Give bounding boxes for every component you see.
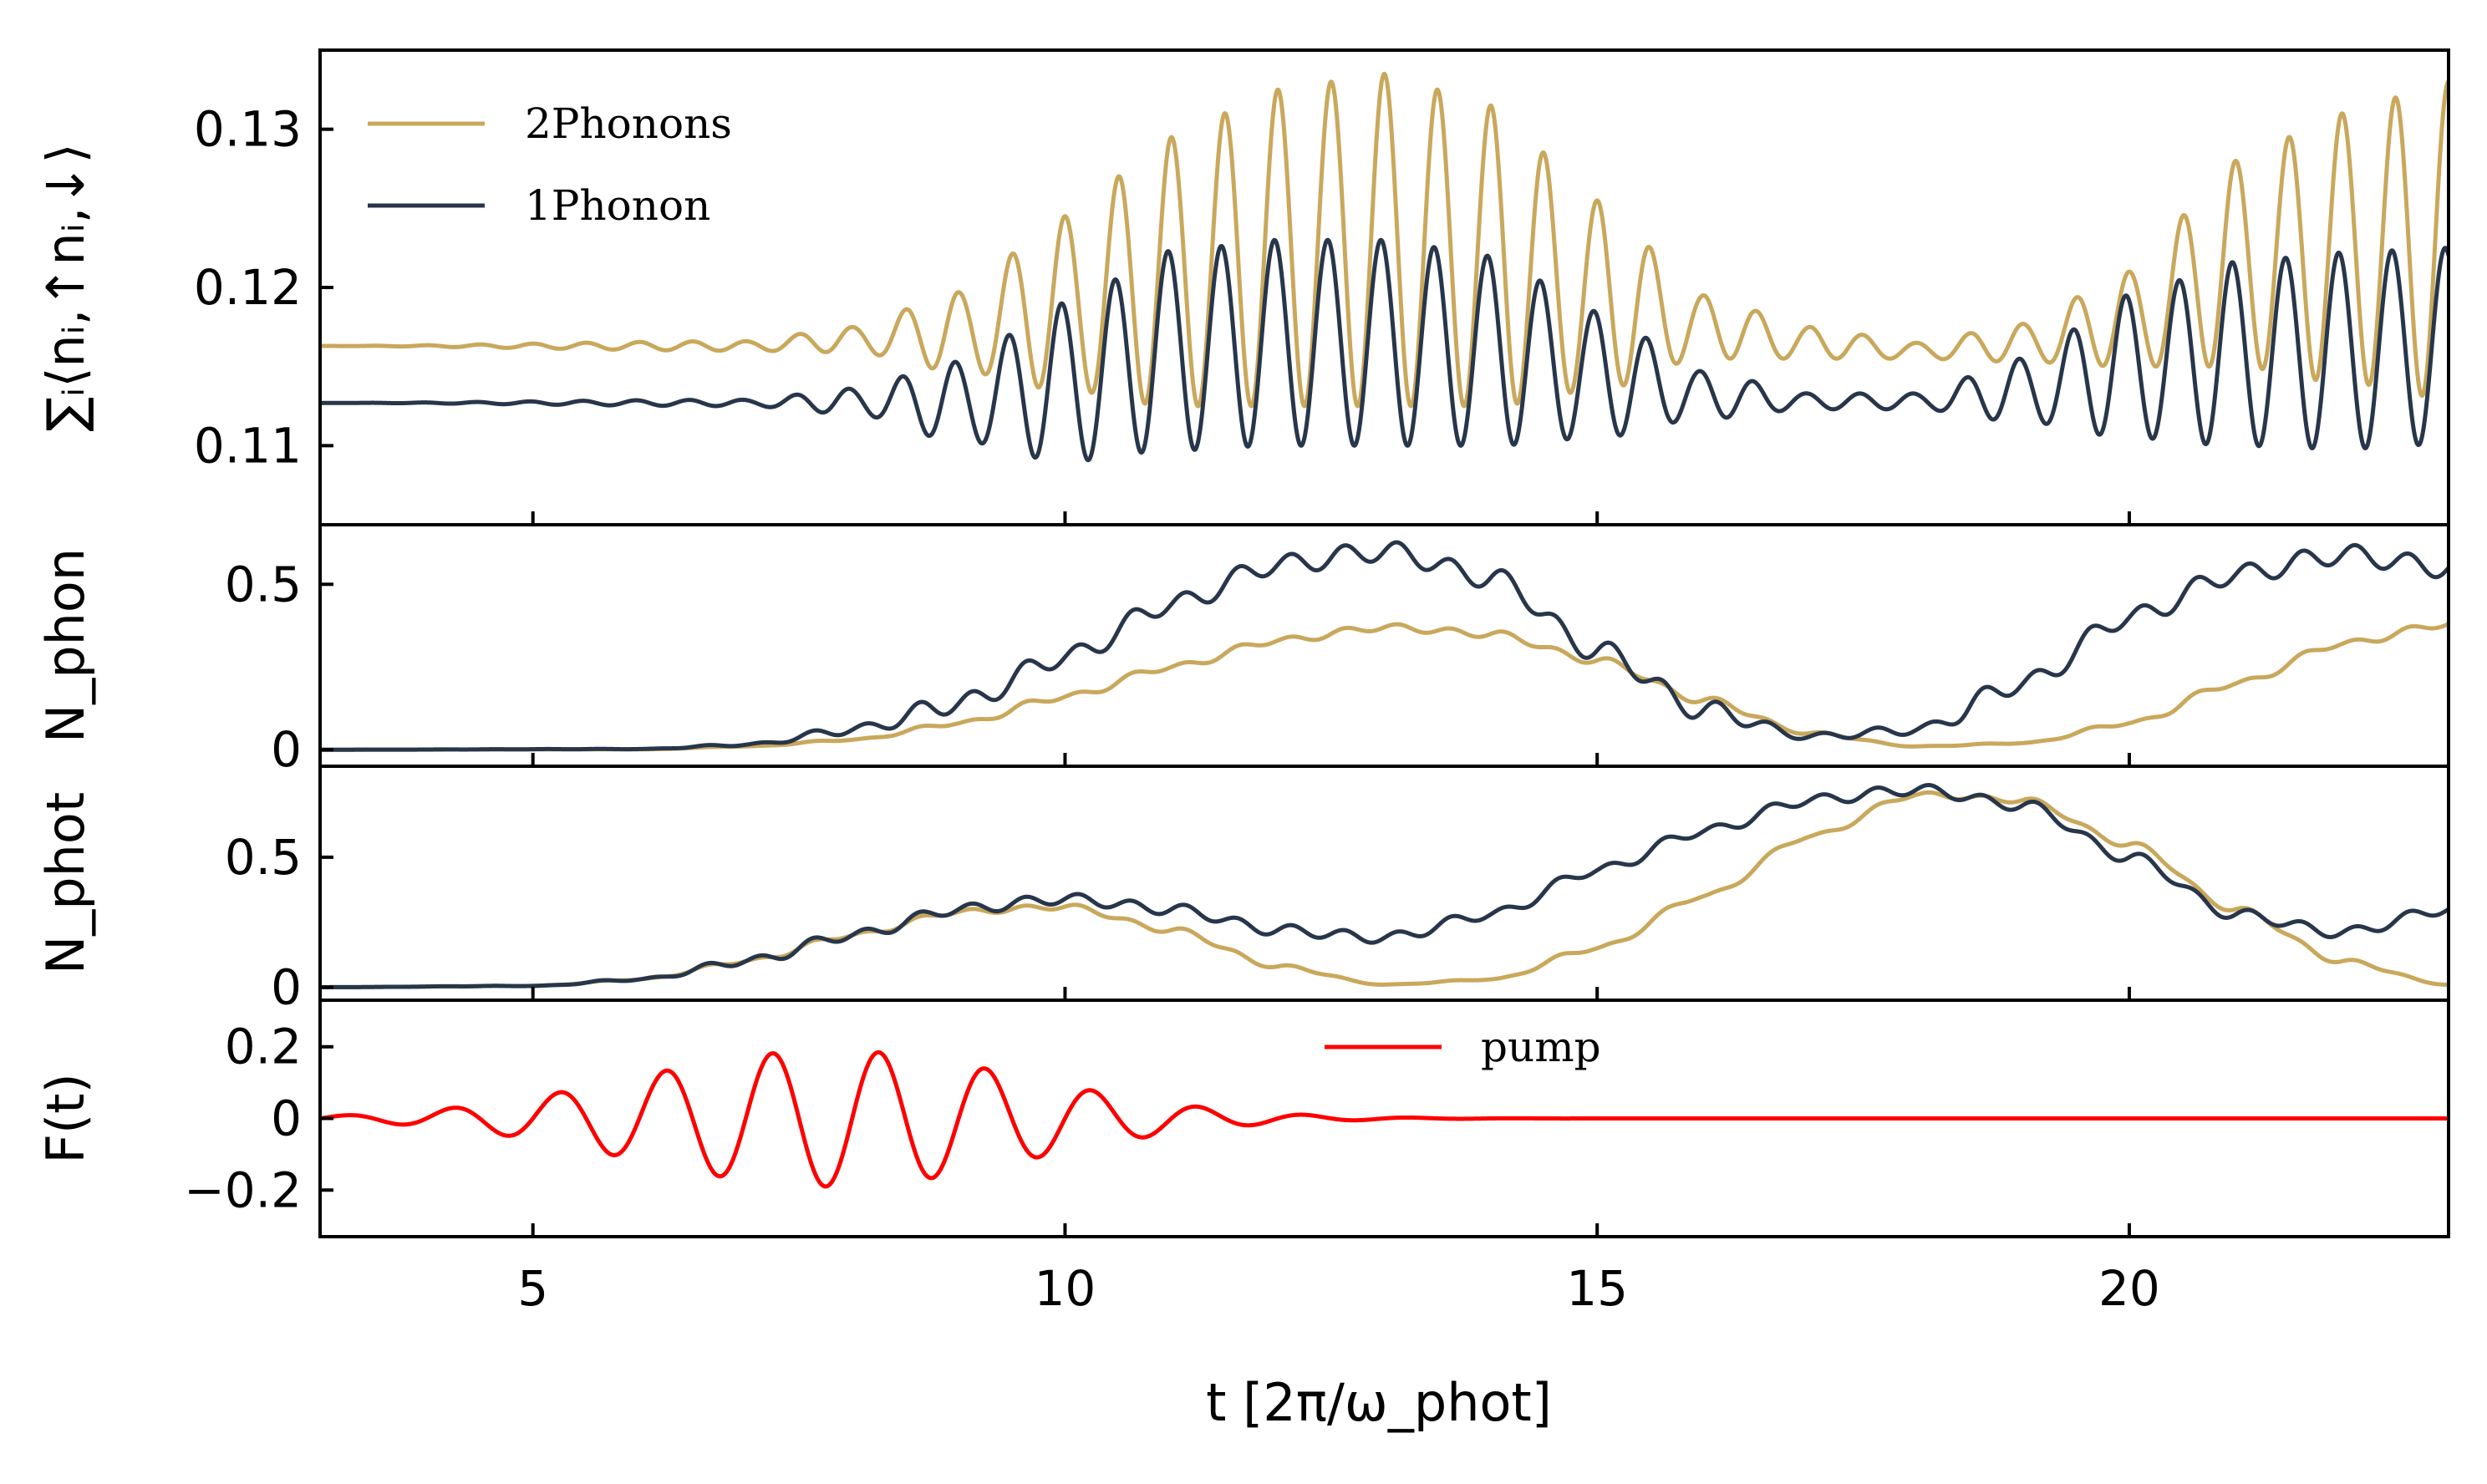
y-tick-label: 0 [271, 1090, 302, 1147]
pump-field-panel: −0.2 0 0.2 5 10 15 20 F(t) pump [35, 999, 2450, 1317]
legend-label-2phonons: 2Phonons [525, 99, 732, 148]
photon-number-y-axis-label: N_phot [35, 792, 96, 974]
legend-label-1phonon: 1Phonon [525, 181, 710, 230]
y-tick-label: 0.5 [225, 556, 302, 612]
phonon-number-panel: 0 0.5 N_phon [35, 523, 2450, 778]
x-axis-label: t [2π/ω_phot] [1206, 1372, 1552, 1433]
electron-double-occupancy-series-1phonon [320, 237, 2449, 463]
photon-number-series-1phonon [320, 783, 2449, 989]
y-tick-label: 0.11 [194, 417, 302, 474]
phonon-number-y-axis-label: N_phon [35, 548, 96, 743]
electron-double-occupancy-panel: 0.11 0.12 0.13 ∑ᵢ⟨nᵢ,↑nᵢ,↓⟩ 2Phonons 1Phonon [35, 48, 2450, 526]
photon-number-panel: 0 0.5 N_phot [35, 765, 2450, 1015]
electron-double-occupancy-y-axis-label: ∑ᵢ⟨nᵢ,↑nᵢ,↓⟩ [35, 143, 96, 431]
phonon-number-frame [318, 523, 2450, 768]
electron-double-occupancy-series-2phonons [320, 71, 2449, 409]
photon-number-frame [318, 765, 2450, 1002]
y-tick-label: 0.5 [225, 829, 302, 886]
y-tick-label: 0 [271, 721, 302, 778]
x-tick-label: 5 [517, 1260, 548, 1317]
phonon-number-series-1phonon [320, 540, 2449, 752]
y-tick-label: 0 [271, 958, 302, 1015]
y-tick-label: −0.2 [184, 1161, 302, 1218]
photon-number-series-2phonons [320, 790, 2449, 989]
y-tick-label: 0.2 [225, 1019, 302, 1075]
pump-field-y-axis-label: F(t) [35, 1073, 96, 1163]
y-tick-label: 0.12 [194, 259, 302, 316]
x-tick-label: 20 [2098, 1260, 2160, 1317]
legend-label-pump: pump [1481, 1023, 1601, 1071]
pump-field-series-pump [320, 1049, 2449, 1189]
y-tick-label: 0.13 [194, 101, 302, 158]
x-tick-label: 10 [1035, 1260, 1096, 1317]
phonon-number-series-2phonons [320, 622, 2449, 752]
x-tick-label: 15 [1566, 1260, 1628, 1317]
